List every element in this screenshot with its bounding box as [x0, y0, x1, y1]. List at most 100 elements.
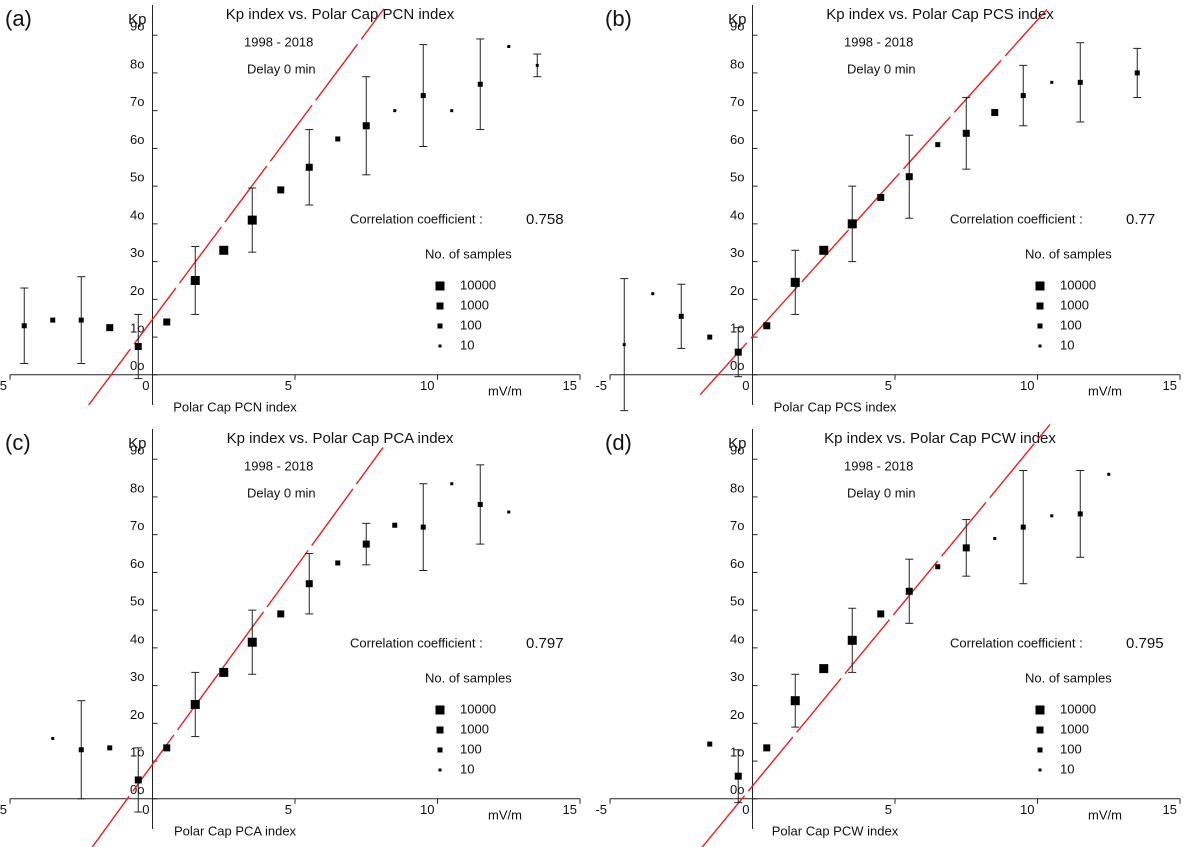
- legend-label: 10000: [460, 701, 496, 716]
- point: [78, 317, 84, 323]
- point: [905, 587, 913, 595]
- x-tick-label: 5: [285, 378, 292, 393]
- panel: -5 0 5 10 15 0o 1o 2o 3o 4o 5o 6o 7o 8o 9o (d) Kp Kp inde…: [595, 424, 1181, 847]
- y-axis-label: Kp: [728, 11, 746, 28]
- delay: Delay 0 min: [247, 485, 316, 500]
- point: [219, 667, 229, 677]
- correlation-value: 0.77: [1126, 211, 1155, 228]
- y-tick-label: 5o: [130, 594, 144, 609]
- point: [819, 664, 829, 674]
- legend-label: 10: [460, 337, 474, 352]
- y-tick-label: 0o: [730, 358, 744, 373]
- point: [1050, 80, 1054, 84]
- point: [1077, 79, 1083, 85]
- y-tick-label: 8o: [130, 480, 144, 495]
- y-tick-label: 4o: [130, 207, 144, 222]
- point: [134, 776, 142, 784]
- legend-marker: [1036, 302, 1044, 310]
- point: [335, 560, 341, 566]
- point: [420, 524, 426, 530]
- x-tick-label: 5: [285, 802, 292, 817]
- y-tick-label: 2o: [130, 283, 144, 298]
- point: [362, 122, 370, 130]
- y-tick-label: 2o: [130, 707, 144, 722]
- x-axis-label: Polar Cap PCS index: [774, 399, 897, 414]
- correlation-label: Correlation coefficient :: [350, 211, 483, 226]
- point: [707, 334, 713, 340]
- y-tick-label: 1o: [130, 321, 144, 336]
- y-tick-label: 0o: [130, 782, 144, 797]
- point: [21, 323, 27, 329]
- point: [219, 245, 229, 255]
- legend-label: 1000: [1060, 297, 1089, 312]
- y-tick-label: 6o: [730, 556, 744, 571]
- y-tick-label: 6o: [130, 556, 144, 571]
- point: [106, 324, 114, 332]
- legend-marker: [1038, 344, 1042, 348]
- legend-marker: [1035, 705, 1045, 715]
- x-axis-label: Polar Cap PCA index: [174, 823, 297, 838]
- legend-marker: [1035, 281, 1045, 291]
- point: [1107, 472, 1111, 476]
- y-tick-label: 7o: [130, 94, 144, 109]
- y-tick-label: 4o: [730, 207, 744, 222]
- legend-marker: [1036, 726, 1044, 734]
- point: [50, 317, 56, 323]
- panel: -5 0 5 10 15 0o 1o 2o 3o 4o 5o 6o 7o 8o 9o (a) Kp Kp inde…: [0, 5, 581, 414]
- point: [734, 348, 742, 356]
- legend-marker: [435, 281, 445, 291]
- correlation-label: Correlation coefficient :: [350, 635, 483, 650]
- x-tick-label: 15: [563, 378, 577, 393]
- point: [277, 186, 285, 194]
- legend-label: 10000: [460, 277, 496, 292]
- x-tick-label: 15: [1163, 378, 1177, 393]
- delay: Delay 0 min: [847, 61, 916, 76]
- x-tick-label: 10: [420, 378, 434, 393]
- period: 1998 - 2018: [244, 34, 313, 49]
- point: [163, 744, 171, 752]
- unit: mV/m: [1088, 807, 1122, 822]
- x-tick-label: 0: [142, 378, 149, 393]
- point: [707, 741, 713, 747]
- point: [678, 313, 684, 319]
- y-tick-label: 7o: [730, 518, 744, 533]
- x-axis-label: Polar Cap PCN index: [173, 399, 297, 414]
- point: [247, 215, 257, 225]
- panel-label: (a): [5, 6, 32, 31]
- y-tick-label: 3o: [730, 245, 744, 260]
- period: 1998 - 2018: [844, 458, 913, 473]
- correlation-value: 0.797: [526, 635, 564, 652]
- point: [763, 744, 771, 752]
- legend-label: 1000: [460, 721, 489, 736]
- x-tick-label: 0: [742, 802, 749, 817]
- y-tick-label: 0o: [130, 358, 144, 373]
- legend-label: 10: [1060, 761, 1074, 776]
- point: [819, 245, 829, 255]
- y-axis-label: Kp: [128, 11, 146, 28]
- point: [477, 81, 483, 87]
- y-tick-label: 9o: [130, 19, 144, 34]
- point: [877, 193, 885, 201]
- legend-label: 100: [1060, 741, 1082, 756]
- point: [507, 510, 511, 514]
- y-tick-label: 2o: [730, 707, 744, 722]
- y-tick-label: 8o: [730, 56, 744, 71]
- point: [962, 544, 970, 552]
- x-tick-label: 15: [563, 802, 577, 817]
- x-tick-label: -5: [0, 802, 7, 817]
- panel-label: (c): [5, 430, 31, 455]
- legend-label: 100: [460, 317, 482, 332]
- legend-title: No. of samples: [425, 246, 512, 261]
- x-tick-label: 0: [742, 378, 749, 393]
- fit-line: [91, 447, 384, 847]
- point: [507, 45, 511, 49]
- legend-marker: [437, 323, 443, 329]
- point: [847, 635, 857, 645]
- point: [763, 322, 771, 330]
- x-axis-label: Polar Cap PCW index: [772, 823, 899, 838]
- y-tick-label: 8o: [130, 56, 144, 71]
- delay: Delay 0 min: [247, 61, 316, 76]
- y-tick-label: 0o: [730, 782, 744, 797]
